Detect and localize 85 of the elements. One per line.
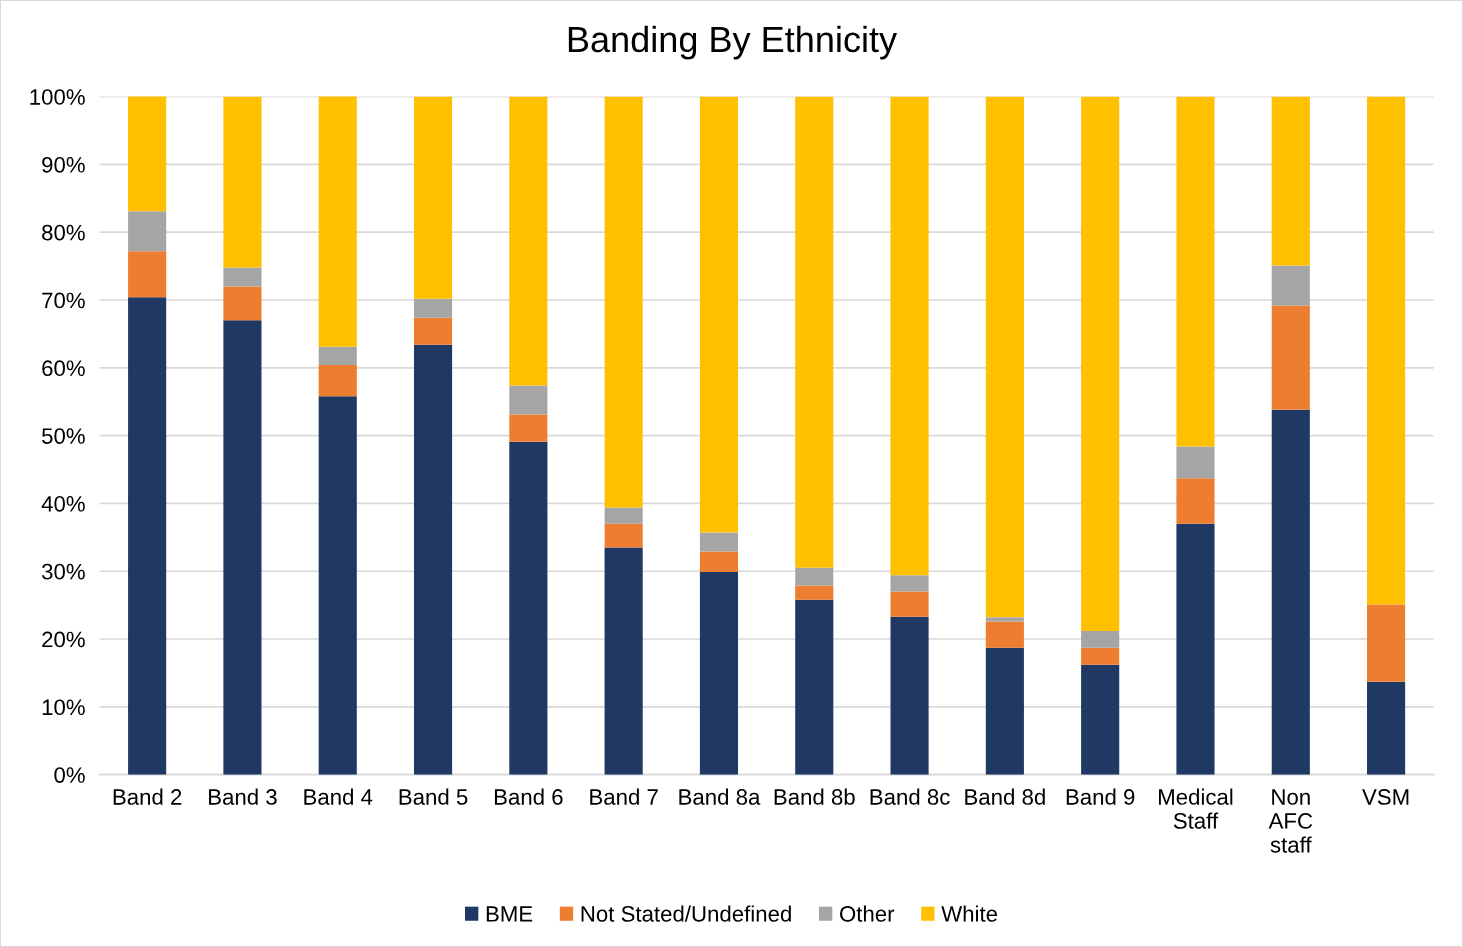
x-tick-label: Band 4 — [304, 788, 373, 805]
bar — [1271, 265, 1310, 306]
bar — [413, 344, 453, 775]
y-tick-label: 40% — [41, 495, 85, 512]
bar — [795, 567, 834, 586]
x-tick-label: VSM — [1362, 789, 1409, 805]
legend-label: Other — [840, 905, 895, 922]
x-tick-label: Band 8b — [774, 788, 855, 805]
bar — [1081, 664, 1120, 775]
x-tick-label: Band 8c — [870, 788, 950, 805]
x-tick-label: Band 8d — [965, 788, 1045, 805]
y-tick-label: 50% — [42, 428, 85, 444]
bar — [1271, 409, 1310, 775]
bar — [890, 616, 929, 775]
legend-label: Not Stated/Undefined — [581, 905, 791, 922]
bar — [985, 617, 1024, 622]
bar — [223, 320, 262, 775]
x-tick-label: Band 7 — [590, 788, 658, 805]
y-tick-label: 100% — [30, 89, 85, 105]
bar — [128, 297, 167, 775]
bar — [1176, 523, 1215, 775]
bar — [604, 507, 643, 524]
bar — [699, 571, 739, 775]
x-tick-label: Non AFC staff — [1268, 789, 1313, 853]
bar — [795, 599, 834, 775]
x-tick-label: Band 5 — [399, 788, 468, 805]
bar — [128, 251, 167, 298]
bar — [1271, 305, 1310, 410]
bar — [604, 523, 643, 548]
bar — [223, 286, 262, 321]
bar — [413, 298, 453, 318]
bar — [604, 96, 643, 508]
bar — [509, 441, 548, 775]
y-tick-label: 90% — [42, 156, 85, 173]
bar — [795, 585, 834, 600]
y-tick-label: 70% — [42, 292, 85, 309]
bar — [699, 96, 739, 533]
bar — [128, 211, 167, 252]
bar — [413, 96, 453, 299]
x-tick-label: Medical Staff — [1159, 788, 1233, 829]
bar — [985, 621, 1024, 648]
chart-title: Banding By Ethnicity — [568, 25, 898, 60]
y-tick-label: 60% — [42, 360, 85, 377]
bar — [318, 96, 357, 347]
bar — [413, 317, 453, 345]
x-tick-label: Band 3 — [209, 788, 277, 805]
bar — [604, 547, 643, 775]
x-tick-label: Band 6 — [494, 788, 563, 805]
x-tick-label: Band 2 — [113, 788, 182, 805]
bar — [890, 96, 929, 576]
bar — [128, 96, 167, 212]
bar — [318, 396, 357, 775]
legend-label: White — [941, 905, 998, 922]
bar — [1081, 96, 1120, 631]
bar — [1176, 446, 1215, 479]
bar — [890, 575, 929, 592]
bar — [1367, 604, 1406, 682]
bar — [1271, 96, 1310, 266]
bar — [318, 346, 357, 366]
bar — [1081, 647, 1120, 665]
bar — [985, 96, 1024, 618]
bar — [1081, 630, 1120, 648]
y-tick-label: 30% — [41, 563, 85, 580]
bar — [1367, 681, 1406, 775]
bar — [1176, 96, 1215, 447]
bar — [699, 532, 739, 552]
y-tick-label: 80% — [42, 224, 85, 241]
bar — [318, 365, 357, 397]
bar — [699, 551, 739, 572]
y-tick-label: 20% — [42, 631, 85, 648]
x-tick-label: Band 8a — [679, 788, 761, 805]
bar — [223, 96, 262, 268]
bar — [509, 385, 548, 415]
bar — [509, 96, 548, 386]
legend-label: BME — [486, 906, 533, 922]
bar — [509, 414, 548, 442]
bar — [795, 96, 834, 568]
bar — [985, 647, 1024, 775]
bar — [223, 267, 262, 287]
y-tick-label: 10% — [42, 699, 85, 716]
bar — [1367, 96, 1406, 605]
bar — [1176, 478, 1215, 524]
bar — [890, 591, 929, 617]
x-tick-label: Band 9 — [1066, 788, 1135, 805]
y-tick-label: 0% — [54, 767, 85, 783]
